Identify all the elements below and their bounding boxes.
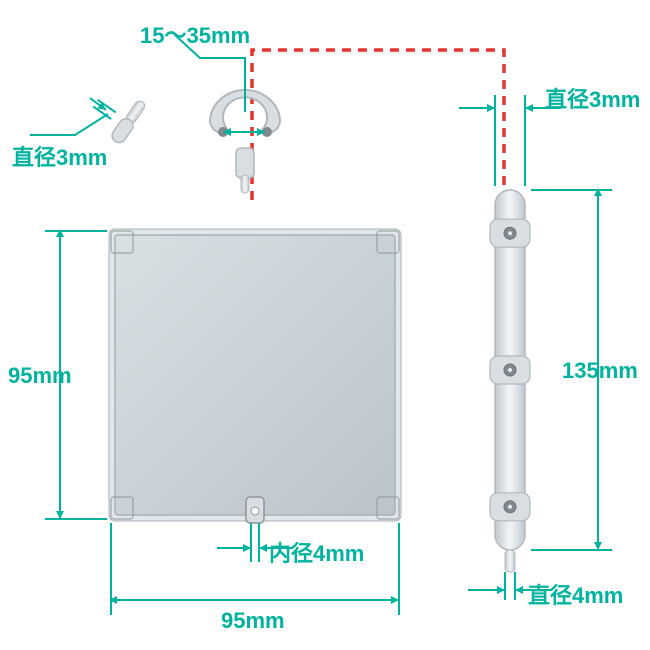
connector-dash-path [252,50,504,200]
label-plate-w: 95mm [221,608,285,634]
label-rod-dia-bot: 直径4mm [528,578,623,610]
base-plate [109,229,401,523]
support-rod [490,190,530,572]
label-peg-dia-left: 直径3mm [12,140,107,172]
label-rod-len: 135mm [562,358,638,384]
label-plate-h: 95mm [8,363,72,389]
label-clamp-range: 15～35mm [140,18,250,50]
small-peg [109,98,148,145]
label-rod-dia-top: 直径3mm [545,82,640,114]
label-inner-dia: 内径4mm [269,536,364,568]
